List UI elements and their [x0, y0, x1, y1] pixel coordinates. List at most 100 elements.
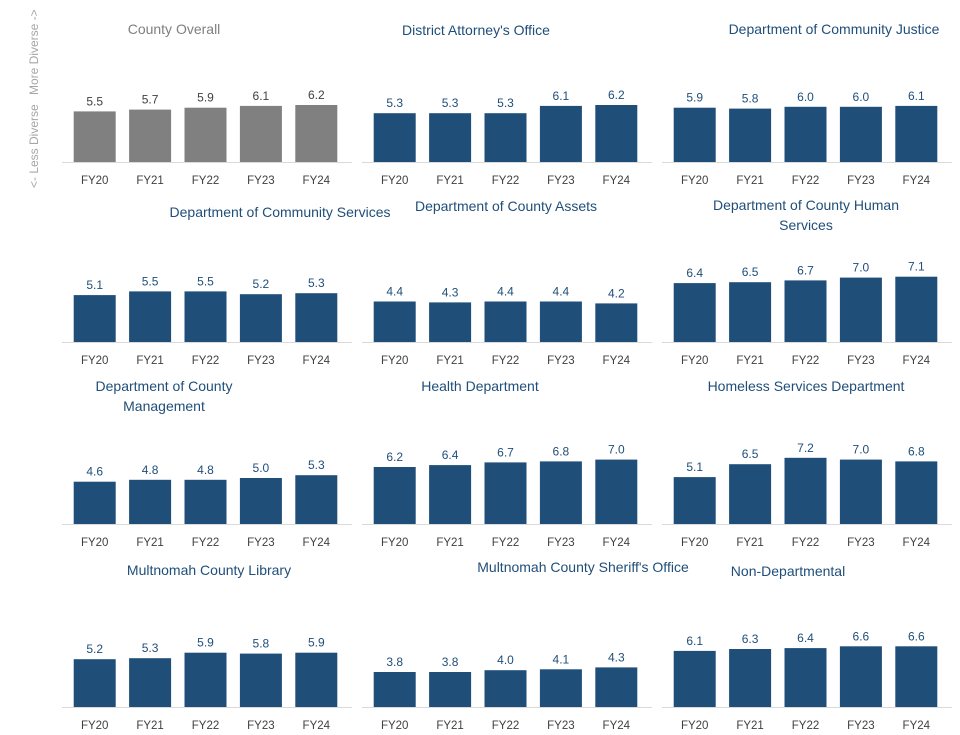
category-label: FY23	[247, 175, 275, 187]
category-label: FY22	[192, 175, 220, 187]
data-label: 6.4	[797, 631, 814, 645]
bar	[784, 280, 827, 342]
category-label: FY22	[192, 720, 220, 732]
diversity-axis-note: More Diverse -> <- Less Diverse	[26, 0, 44, 192]
chart-panel-8: Health Department 6.2 FY20 6.4 FY21 6.7 FY22 6.…	[362, 362, 652, 552]
category-label: FY23	[247, 720, 275, 732]
data-label: 6.1	[908, 89, 925, 103]
data-label: 5.1	[86, 278, 103, 292]
bar	[484, 670, 527, 707]
chart-panel-2: District Attorney's Office 5.3 FY20 5.3 FY21…	[362, 0, 652, 190]
chart-title: Non-Departmental	[731, 563, 845, 579]
data-label: 5.9	[197, 91, 214, 105]
bar	[729, 464, 772, 524]
bar-chart-svg: County Overall 5.5 FY20 5.7 FY21 5.9 FY22 6.1 FY…	[62, 21, 352, 187]
bar	[729, 649, 772, 707]
bar	[239, 653, 282, 707]
data-label: 6.8	[553, 444, 570, 458]
bar-chart-svg: Multnomah County Sheriff's Office 3.8 FY20…	[362, 559, 689, 732]
bar	[184, 107, 227, 162]
bar	[673, 107, 716, 162]
data-label: 5.5	[142, 274, 159, 288]
chart-title: Department of Community Services	[170, 204, 391, 220]
category-label: FY22	[492, 175, 520, 187]
category-label: FY20	[381, 537, 409, 549]
bar	[429, 113, 472, 162]
category-label: FY24	[603, 537, 631, 549]
bar-chart-svg: Homeless Services Department 5.1 FY20 6.5 FY…	[662, 378, 952, 549]
data-label: 5.9	[197, 636, 214, 650]
bar	[595, 105, 638, 162]
chart-panel-7: Department of County Management 4.6 FY20 4.8…	[62, 362, 352, 552]
chart-panel-12: Non-Departmental 6.1 FY20 6.3 FY21 6.4 FY22 6.6…	[662, 545, 952, 735]
category-label: FY21	[436, 720, 464, 732]
bar	[73, 659, 116, 707]
category-label: FY24	[903, 720, 931, 732]
bar	[373, 467, 416, 524]
category-label: FY23	[547, 537, 575, 549]
category-label: FY20	[681, 537, 709, 549]
category-label: FY23	[847, 175, 875, 187]
bar	[784, 457, 827, 524]
chart-panel-4: Department of Community Services 5.1 FY20 5…	[62, 180, 390, 370]
data-label: 6.6	[853, 629, 870, 643]
data-label: 6.3	[742, 632, 759, 646]
bar	[673, 477, 716, 524]
bar	[73, 481, 116, 524]
category-label: FY20	[681, 355, 709, 367]
data-label: 6.7	[797, 263, 814, 277]
chart-title: Services	[779, 217, 833, 233]
more-diverse-label: More Diverse ->	[27, 9, 41, 95]
category-label: FY21	[736, 720, 764, 732]
category-label: FY20	[381, 720, 409, 732]
chart-panel-3: Department of Community Justice 5.9 FY20 5.…	[662, 0, 952, 190]
bar	[373, 672, 416, 707]
category-label: FY22	[492, 720, 520, 732]
category-label: FY20	[681, 720, 709, 732]
data-label: 5.9	[308, 636, 325, 650]
category-label: FY22	[792, 720, 820, 732]
category-label: FY22	[492, 355, 520, 367]
category-label: FY24	[603, 175, 631, 187]
bar	[129, 109, 172, 162]
category-label: FY22	[792, 355, 820, 367]
less-diverse-label: <- Less Diverse	[27, 104, 41, 188]
data-label: 5.3	[142, 641, 159, 655]
category-label: FY21	[436, 355, 464, 367]
category-label: FY23	[247, 355, 275, 367]
bar	[129, 479, 172, 524]
bar	[595, 459, 638, 524]
category-label: FY24	[303, 355, 331, 367]
bar	[129, 658, 172, 707]
bar-chart-svg: Department of Community Services 5.1 FY20 5…	[62, 204, 390, 367]
data-label: 5.2	[253, 277, 270, 291]
bar	[73, 295, 116, 342]
category-label: FY20	[381, 175, 409, 187]
category-label: FY24	[603, 720, 631, 732]
chart-title: Multnomah County Sheriff's Office	[477, 559, 689, 575]
category-label: FY21	[736, 175, 764, 187]
category-label: FY21	[736, 355, 764, 367]
bar	[295, 475, 338, 524]
chart-title: Department of County	[96, 378, 233, 394]
category-label: FY21	[436, 175, 464, 187]
bar	[539, 669, 582, 707]
data-label: 7.1	[908, 260, 925, 274]
bar	[839, 106, 882, 162]
bar	[673, 283, 716, 342]
category-label: FY21	[136, 175, 164, 187]
category-label: FY20	[81, 720, 109, 732]
chart-title: Department of County Assets	[415, 198, 597, 214]
bar	[239, 478, 282, 524]
data-label: 5.5	[86, 94, 103, 108]
data-label: 3.8	[386, 655, 403, 669]
bar	[129, 291, 172, 342]
data-label: 6.5	[742, 447, 759, 461]
category-label: FY24	[303, 720, 331, 732]
category-label: FY21	[136, 720, 164, 732]
bar	[895, 276, 938, 342]
chart-title: Health Department	[421, 378, 539, 394]
data-label: 5.3	[308, 458, 325, 472]
category-label: FY24	[903, 355, 931, 367]
